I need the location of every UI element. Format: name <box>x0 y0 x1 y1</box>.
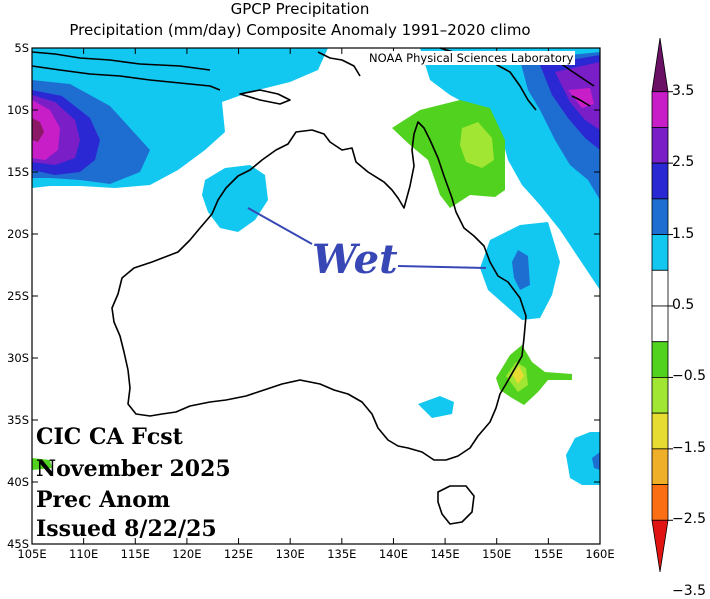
colorbar-segment <box>651 484 669 521</box>
coastline-islands <box>317 51 361 77</box>
colorbar-segment <box>651 269 669 307</box>
wet-annotation: Wet <box>312 236 398 283</box>
lon-tick-label: 140E <box>379 547 408 561</box>
colorbar-segment <box>651 377 669 414</box>
lon-tick-label: 105E <box>17 547 46 561</box>
lon-tick-label: 150E <box>482 547 511 561</box>
forecast-line-1: CIC CA Fcst <box>36 424 183 450</box>
lon-tick-label: 155E <box>534 547 563 561</box>
anomaly-field-qld-yellowgreen <box>460 122 494 168</box>
colorbar-segment <box>651 448 669 485</box>
credit-label: NOAA Physical Sciences Laboratory <box>367 51 576 65</box>
coastline-indonesia-2 <box>31 51 211 71</box>
lon-tick-label: 130E <box>276 547 305 561</box>
colorbar-segment <box>651 519 669 573</box>
lon-tick-label: 120E <box>172 547 201 561</box>
lat-tick-label: 35S <box>7 413 29 427</box>
coastline-png-east <box>555 59 595 87</box>
chart-title: GPCP Precipitation <box>230 0 370 18</box>
arrow-to-ecoast <box>397 265 487 269</box>
lon-tick-label: 110E <box>69 547 98 561</box>
colorbar-label: 0.5 <box>672 297 695 313</box>
lat-tick-label: 25S <box>7 289 29 303</box>
lat-tick-label: 15S <box>7 165 29 179</box>
colorbar-label: 2.5 <box>672 154 695 171</box>
anomaly-field-kimberley <box>202 165 268 232</box>
anomaly-field-tasman-blue <box>592 452 600 470</box>
lat-tick-label: 30S <box>7 351 29 365</box>
anomaly-field-sw-green <box>32 458 52 470</box>
colorbar-segment <box>651 37 669 93</box>
colorbar-label: −3.5 <box>672 582 706 599</box>
anomaly-field-nw-magenta <box>32 100 60 160</box>
lon-tick-label: 115E <box>121 547 150 561</box>
colorbar-segment <box>651 91 669 128</box>
axis-tick-labels: 105E 110E 115E 120E 125E 130E 135E 140E 145E 150E… <box>7 41 615 561</box>
forecast-line-3: Prec Anom <box>36 487 171 513</box>
lon-tick-label: 160E <box>585 547 614 561</box>
anomaly-field-se-yellow <box>512 366 524 384</box>
colorbar-label: −2.5 <box>672 511 706 528</box>
coastline-tasmania <box>437 485 475 525</box>
forecast-line-2: November 2025 <box>36 456 231 482</box>
coastline-indonesia-1 <box>31 65 221 91</box>
lat-tick-label: 20S <box>7 227 29 241</box>
lon-tick-label: 135E <box>327 547 356 561</box>
precipitation-map: 105E 110E 115E 120E 125E 130E 135E 140E 145E 150E… <box>7 37 673 573</box>
colorbar <box>651 37 673 573</box>
colorbar-segment <box>651 341 669 378</box>
lat-tick-label: 10S <box>7 103 29 117</box>
colorbar-segment <box>651 127 669 164</box>
anomaly-field-ecoast-blue <box>512 250 530 290</box>
colorbar-label: 1.5 <box>672 225 695 242</box>
arrow-to-kimberley <box>247 207 313 245</box>
lon-tick-label: 145E <box>430 547 459 561</box>
coastline-islands-east <box>571 95 591 107</box>
colorbar-segment <box>651 198 669 235</box>
wet-arrows <box>247 207 487 269</box>
axis-ticks <box>31 47 601 545</box>
lon-tick-label: 125E <box>224 547 253 561</box>
chart-subtitle: Precipitation (mm/day) Composite Anomaly… <box>69 21 531 39</box>
colorbar-label: −0.5 <box>672 368 706 385</box>
coastline-australia <box>111 121 527 461</box>
coastline-timor <box>239 89 291 105</box>
colorbar-label: −1.5 <box>672 439 706 456</box>
anomaly-field-tasman <box>566 432 600 485</box>
lat-tick-label: 40S <box>7 475 29 489</box>
lat-tick-label: 5S <box>14 41 29 55</box>
anomaly-field-ne-magenta <box>568 88 594 108</box>
anomaly-field-nw-maroon <box>32 118 44 142</box>
forecast-line-4: Issued 8/22/25 <box>36 516 217 542</box>
anomaly-field-se-green <box>496 345 572 405</box>
colorbar-segment <box>651 234 669 271</box>
colorbar-label: 3.5 <box>672 82 695 99</box>
colorbar-segment <box>651 412 669 450</box>
anomaly-shading <box>32 48 600 485</box>
anomaly-field-bass-strait <box>418 396 454 418</box>
colorbar-segment <box>651 162 669 200</box>
colorbar-segment <box>651 305 669 343</box>
lat-tick-label: 45S <box>7 537 29 551</box>
